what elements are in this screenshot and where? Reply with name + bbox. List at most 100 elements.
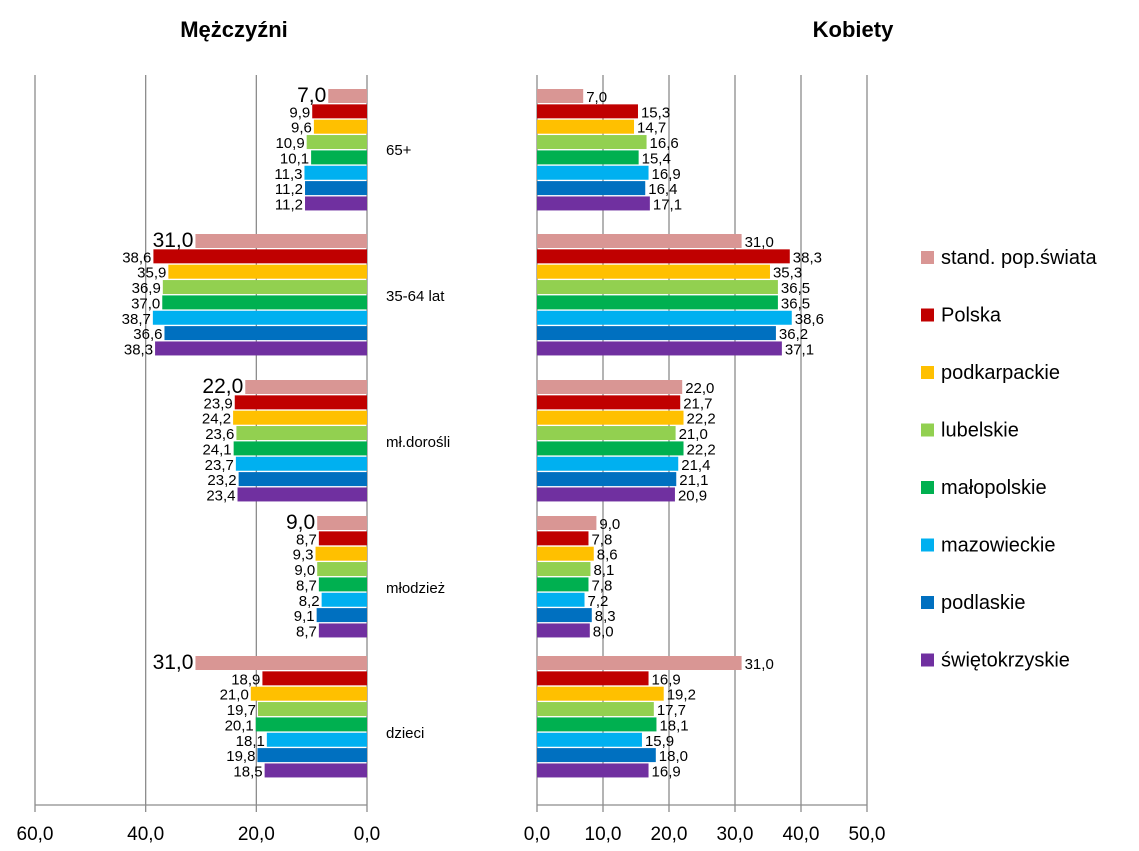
data-label: 23,2 (207, 472, 236, 489)
data-label: 20,1 (225, 717, 254, 734)
legend-swatch (921, 653, 934, 667)
bar (237, 487, 367, 502)
data-label: 22,2 (687, 441, 716, 458)
data-label: 17,7 (657, 702, 686, 719)
bar (537, 732, 642, 747)
data-label: 38,6 (795, 311, 824, 328)
data-label: 16,4 (648, 181, 677, 198)
x-tick-label: 10,0 (585, 824, 622, 845)
bar (537, 686, 664, 701)
bar (306, 135, 367, 150)
category-label: dzieci (386, 725, 424, 742)
bar (537, 562, 591, 577)
data-label: 37,0 (131, 295, 160, 312)
bar (537, 196, 650, 211)
bar (236, 426, 367, 441)
bar (537, 763, 649, 778)
data-label: 16,6 (650, 135, 679, 152)
bar (537, 456, 679, 471)
data-label: 9,6 (291, 120, 312, 137)
data-label: 7,8 (591, 531, 612, 548)
bar (537, 234, 742, 248)
data-label: 23,4 (206, 487, 235, 504)
bar (537, 181, 646, 196)
bar (162, 295, 367, 310)
data-label: 19,8 (226, 748, 255, 765)
data-label: 22,0 (685, 380, 714, 397)
data-label: 23,9 (204, 395, 233, 412)
bar (537, 119, 635, 134)
data-label: 9,3 (293, 547, 314, 564)
x-tick-label: 20,0 (651, 824, 688, 845)
bar (257, 748, 367, 763)
bar (233, 441, 367, 456)
data-label: 9,9 (289, 104, 310, 121)
category-label: mł.dorośli (386, 434, 450, 451)
data-label: 7,0 (297, 84, 326, 107)
data-label: 21,7 (683, 395, 712, 412)
bar (537, 546, 594, 561)
bar (537, 671, 649, 686)
data-label: 16,9 (652, 763, 681, 780)
x-tick-label: 20,0 (238, 824, 275, 845)
data-label: 37,1 (785, 341, 814, 358)
category-label: młodzież (386, 580, 445, 597)
category-label: 35-64 lat (386, 288, 445, 305)
data-label: 15,9 (645, 733, 674, 750)
data-label: 11,3 (274, 166, 302, 183)
x-tick-label: 40,0 (127, 824, 164, 845)
data-label: 15,4 (642, 150, 671, 167)
data-label: 18,5 (233, 763, 262, 780)
bar (537, 310, 792, 325)
data-label: 9,1 (294, 608, 315, 625)
bar (318, 623, 367, 638)
data-label: 7,2 (588, 593, 609, 610)
data-label: 7,0 (586, 89, 607, 106)
data-label: 36,5 (781, 280, 810, 297)
data-label: 36,9 (132, 280, 161, 297)
bar (321, 592, 367, 607)
bar (315, 546, 367, 561)
bar (537, 441, 684, 456)
bar (537, 380, 683, 394)
bar (155, 341, 367, 356)
bar (162, 280, 367, 295)
data-label: 9,0 (294, 562, 315, 579)
bar (317, 562, 367, 577)
data-label: 14,7 (637, 120, 666, 137)
data-label: 21,4 (681, 457, 710, 474)
bar (537, 592, 585, 607)
data-label: 18,0 (659, 748, 688, 765)
data-label: 23,7 (205, 457, 234, 474)
data-label: 21,0 (679, 426, 708, 443)
legend-item: lubelskie (941, 420, 1019, 442)
bar (164, 326, 367, 341)
bar (537, 516, 597, 530)
x-tick-label: 30,0 (717, 824, 754, 845)
panel-title: Mężczyźni (180, 17, 288, 42)
legend-swatch (921, 423, 934, 437)
bar (537, 341, 782, 356)
data-label: 11,2 (275, 181, 303, 198)
bar (312, 104, 367, 119)
bar (537, 608, 592, 623)
data-label: 21,0 (220, 687, 249, 704)
bar (305, 196, 367, 211)
data-label: 9,0 (286, 511, 315, 534)
data-label: 16,9 (652, 671, 681, 688)
data-label: 31,0 (153, 651, 194, 674)
bar (168, 264, 367, 279)
legend-swatch (921, 481, 934, 494)
data-label: 24,1 (202, 441, 231, 458)
bar (313, 119, 367, 134)
x-tick-label: 50,0 (849, 824, 886, 845)
legend-item: małopolskie (941, 477, 1047, 499)
legend-item: stand. pop.świata (941, 247, 1098, 269)
bar (257, 702, 367, 717)
bar (537, 717, 657, 732)
bar (537, 326, 776, 341)
bar (537, 165, 649, 180)
legend-swatch (921, 596, 934, 609)
data-label: 9,0 (599, 516, 620, 533)
